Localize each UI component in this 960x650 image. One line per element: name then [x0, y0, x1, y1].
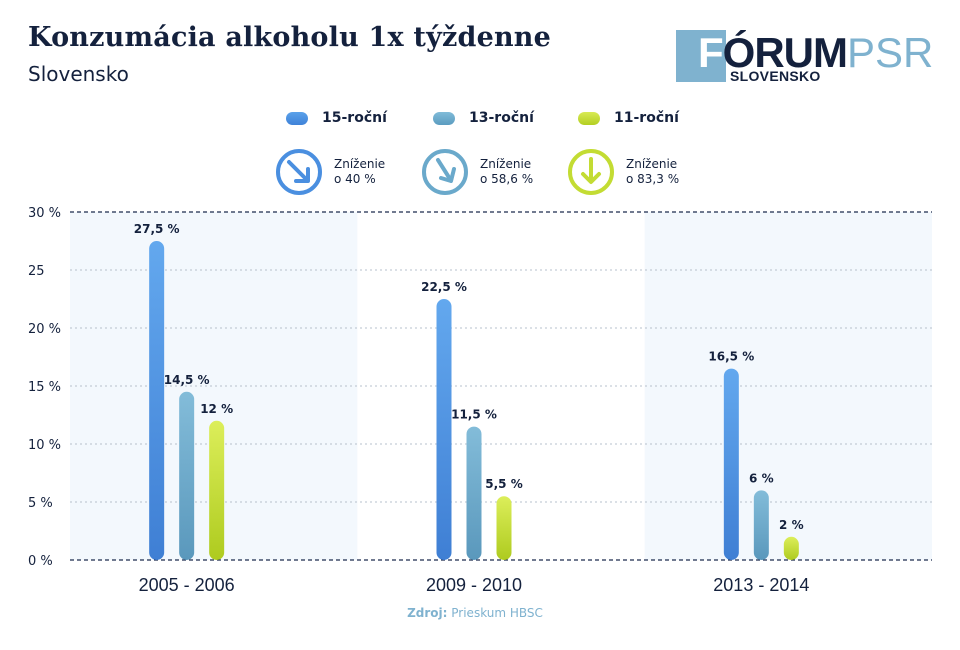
y-tick-label: 5 %: [28, 496, 53, 511]
chart-subtitle: Slovensko: [28, 62, 129, 86]
y-tick-label: 10 %: [28, 438, 61, 453]
bar: [179, 391, 195, 560]
data-label: 16,5 %: [708, 350, 754, 364]
data-label: 27,5 %: [134, 222, 180, 236]
legend-swatch: [286, 111, 308, 125]
reduction-line2: o 83,3 %: [626, 172, 680, 186]
arrow-down-circle-icon: [568, 149, 614, 195]
y-tick-label: 0 %: [28, 554, 53, 569]
bar: [723, 368, 739, 560]
data-label: 11,5 %: [451, 408, 497, 422]
bar: [466, 426, 482, 560]
bar: [496, 496, 512, 560]
source-text: Prieskum HBSC: [451, 606, 543, 620]
y-tick-label: 25: [28, 264, 45, 279]
legend-label: 15-roční: [322, 110, 387, 126]
bar: [149, 241, 165, 560]
legend-swatch: [433, 111, 455, 125]
legend-label: 11-roční: [614, 110, 679, 126]
forum-psr-logo: FÓRUMPSR SLOVENSKO: [676, 30, 938, 84]
bar: [436, 299, 452, 560]
logo-f-block: [676, 30, 726, 82]
arrow-down-right-circle-icon: [276, 149, 322, 195]
reduction-15: Zníženie o 40 %: [275, 148, 385, 196]
data-label: 14,5 %: [164, 373, 210, 387]
logo-letter: F: [698, 29, 724, 76]
bar: [209, 420, 225, 560]
reduction-line1: Zníženie: [480, 157, 532, 171]
bar: [753, 490, 769, 560]
chart-title: Konzumácia alkoholu 1x týždenne: [28, 22, 551, 53]
reduction-text: Zníženie o 83,3 %: [626, 157, 679, 187]
y-tick-label: 30 %: [28, 206, 61, 221]
data-label: 6 %: [749, 471, 774, 485]
x-tick-label: 2013 - 2014: [713, 575, 809, 595]
logo-subtitle: SLOVENSKO: [730, 68, 821, 84]
reduction-line2: o 58,6 %: [480, 172, 534, 186]
data-label: 12 %: [200, 402, 233, 416]
x-tick-label: 2005 - 2006: [139, 575, 235, 595]
y-tick-label: 20 %: [28, 322, 61, 337]
legend-item-11: 11-roční: [578, 110, 679, 126]
reduction-11: Zníženie o 83,3 %: [567, 148, 679, 196]
legend-item-13: 13-roční: [433, 110, 534, 126]
logo-accent-text: PSR: [846, 29, 934, 76]
reduction-text: Zníženie o 40 %: [334, 157, 385, 187]
logo-main-text: ÓRUM: [722, 29, 848, 76]
data-label: 22,5 %: [421, 280, 467, 294]
reduction-line1: Zníženie: [334, 157, 386, 171]
legend-swatch: [578, 111, 600, 125]
data-label: 2 %: [779, 518, 804, 532]
reduction-text: Zníženie o 58,6 %: [480, 157, 533, 187]
y-tick-label: 15 %: [28, 380, 61, 395]
arrow-down-right-circle-icon: [422, 149, 468, 195]
legend-item-15: 15-roční: [286, 110, 387, 126]
reduction-13: Zníženie o 58,6 %: [421, 148, 533, 196]
source-label: Zdroj:: [407, 606, 448, 620]
reduction-line1: Zníženie: [626, 157, 678, 171]
category-band: [644, 212, 932, 560]
data-label: 5,5 %: [485, 477, 522, 491]
source-note: Zdroj: Prieskum HBSC: [0, 606, 950, 620]
legend: 15-roční 13-roční 11-roční: [0, 110, 960, 132]
logo-wordmark: FÓRUMPSR: [698, 32, 933, 74]
reduction-line2: o 40 %: [334, 172, 376, 186]
legend-label: 13-roční: [469, 110, 534, 126]
bar: [783, 536, 799, 560]
x-tick-label: 2009 - 2010: [426, 575, 522, 595]
